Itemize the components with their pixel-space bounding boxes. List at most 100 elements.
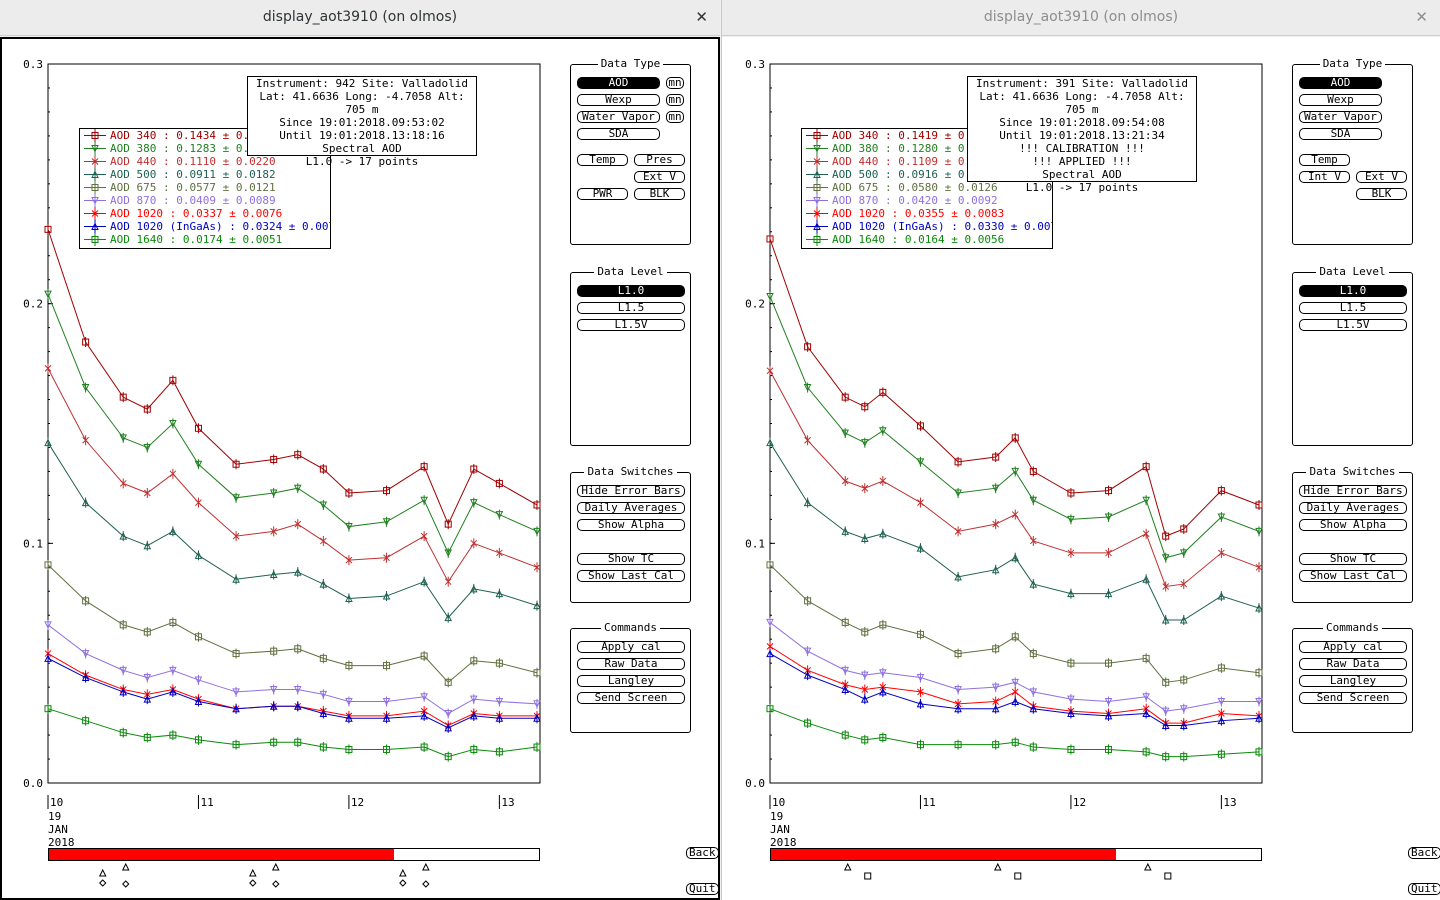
- level-l1-5v-button[interactable]: L1.5V: [577, 319, 685, 331]
- show-alpha-button[interactable]: Show Alpha: [577, 519, 685, 531]
- daily-averages-button[interactable]: Daily Averages: [577, 502, 685, 514]
- blk-button[interactable]: BLK: [1356, 188, 1407, 200]
- back-button[interactable]: Back: [686, 847, 719, 859]
- level-l1-5-button[interactable]: L1.5: [577, 302, 685, 314]
- data-point: [841, 666, 850, 675]
- legend-label: AOD 380 : 0.1283 ± 0.0: [110, 142, 256, 155]
- data-point: [495, 714, 504, 722]
- pwr-button[interactable]: PWR: [577, 188, 628, 200]
- data-point: [270, 647, 278, 655]
- send-screen-button[interactable]: Send Screen: [577, 692, 685, 704]
- aod-button[interactable]: AOD: [1299, 77, 1382, 89]
- show-alpha-button[interactable]: Show Alpha: [1299, 519, 1407, 531]
- apply-cal-button[interactable]: Apply cal: [1299, 641, 1407, 653]
- back-button[interactable]: Back: [1408, 847, 1440, 859]
- title-bar[interactable]: display_aot3910 (on olmos) ✕: [0, 0, 720, 36]
- data-point: [143, 733, 151, 741]
- raw-data-button[interactable]: Raw Data: [577, 658, 685, 670]
- time-progress-bar[interactable]: [770, 848, 1262, 861]
- data-point: [294, 645, 302, 653]
- hide-error-bars-button[interactable]: Hide Error Bars: [1299, 485, 1407, 497]
- data-point: [469, 584, 478, 593]
- legend-item: AOD 1640 : 0.0174 ± 0.0051: [80, 233, 330, 246]
- data-point: [495, 748, 503, 756]
- quit-button[interactable]: Quit: [686, 883, 719, 895]
- data-point: [319, 579, 328, 588]
- level-l1-5v-button[interactable]: L1.5V: [1299, 319, 1407, 331]
- data-point: [143, 694, 152, 703]
- window-left: display_aot3910 (on olmos) ✕ 0.0 0.1 0.2 0.…: [0, 0, 720, 900]
- apply-cal-button[interactable]: Apply cal: [577, 641, 685, 653]
- time-progress-bar[interactable]: [48, 848, 540, 861]
- panel-title-text: Data Type: [1319, 57, 1386, 70]
- mode-toggle-button[interactable]: mn: [666, 111, 684, 123]
- data-point: [444, 723, 453, 732]
- legend-label: AOD 675 : 0.0577 ± 0.0121: [110, 181, 276, 194]
- series-aod-870: [766, 617, 1263, 717]
- water-vapor-button[interactable]: Water Vapor: [1299, 111, 1382, 123]
- sda-button[interactable]: SDA: [577, 128, 660, 140]
- data-point: [1255, 748, 1263, 756]
- panel-data-level: Data Level L1.0 L1.5 L1.5V: [1292, 265, 1413, 446]
- raw-data-button[interactable]: Raw Data: [1299, 658, 1407, 670]
- show-tc-button[interactable]: Show TC: [577, 553, 685, 565]
- temp-button[interactable]: Temp: [1299, 154, 1350, 166]
- mode-toggle-button[interactable]: mn: [666, 77, 684, 89]
- data-point: [954, 686, 962, 694]
- x-tick-label: 10: [50, 796, 63, 809]
- legend-item: AOD 440 : 0.1110 ± 0.0220: [80, 155, 330, 168]
- title-bar[interactable]: display_aot3910 (on olmos) ✕: [722, 0, 1440, 36]
- panel-title-text: Commands: [601, 621, 660, 634]
- data-point: [1179, 615, 1188, 624]
- pres-button[interactable]: Pres: [634, 154, 685, 166]
- legend-item: AOD 675 : 0.0577 ± 0.0121: [80, 181, 330, 194]
- data-point: [143, 628, 151, 636]
- wexp-button[interactable]: Wexp: [577, 94, 660, 106]
- level-l1-5-button[interactable]: L1.5: [1299, 302, 1407, 314]
- ext-v-button[interactable]: Ext V: [1356, 171, 1407, 183]
- data-point: [1142, 463, 1150, 471]
- data-point: [916, 699, 925, 708]
- data-point: [1011, 678, 1020, 687]
- mode-toggle-button[interactable]: mn: [666, 94, 684, 106]
- data-point: [1011, 688, 1019, 696]
- aod-button[interactable]: AOD: [577, 77, 660, 89]
- langley-button[interactable]: Langley: [1299, 675, 1407, 687]
- blk-button[interactable]: BLK: [634, 188, 685, 200]
- data-point: [1255, 501, 1263, 509]
- legend-marker-icon: [84, 168, 106, 181]
- ext-v-button[interactable]: Ext V: [634, 171, 685, 183]
- send-screen-button[interactable]: Send Screen: [1299, 692, 1407, 704]
- wexp-button[interactable]: Wexp: [1299, 94, 1382, 106]
- panel-title: Data Level: [1293, 265, 1412, 278]
- show-last-cal-button[interactable]: Show Last Cal: [1299, 570, 1407, 582]
- series-line: [47, 564, 538, 684]
- data-point: [232, 650, 240, 658]
- level-l1-0-button[interactable]: L1.0: [1299, 285, 1407, 297]
- show-last-cal-button[interactable]: Show Last Cal: [577, 570, 685, 582]
- int-v-button[interactable]: Int V: [1299, 171, 1350, 183]
- legend-label: AOD 870 : 0.0420 ± 0.0092: [832, 194, 998, 207]
- langley-button[interactable]: Langley: [577, 675, 685, 687]
- show-tc-button[interactable]: Show TC: [1299, 553, 1407, 565]
- close-icon[interactable]: ✕: [695, 8, 708, 26]
- data-point: [841, 429, 850, 438]
- data-point: [269, 702, 278, 710]
- temp-button[interactable]: Temp: [577, 154, 628, 166]
- data-point: [766, 705, 774, 713]
- data-point: [119, 532, 128, 540]
- hide-error-bars-button[interactable]: Hide Error Bars: [577, 485, 685, 497]
- data-point: [861, 403, 869, 411]
- data-point: [879, 733, 887, 741]
- level-l1-0-button[interactable]: L1.0: [577, 285, 685, 297]
- sda-button[interactable]: SDA: [1299, 128, 1382, 140]
- water-vapor-button[interactable]: Water Vapor: [577, 111, 660, 123]
- data-point: [470, 657, 478, 665]
- close-icon[interactable]: ✕: [1415, 8, 1428, 26]
- data-point: [469, 499, 478, 507]
- panel-data-type: Data Type AOD Wexp Water Vapor SDA mn mn mn Temp…: [570, 57, 691, 245]
- y-tick-label: 0.0: [23, 777, 43, 790]
- data-point: [293, 702, 302, 710]
- quit-button[interactable]: Quit: [1408, 883, 1440, 895]
- daily-averages-button[interactable]: Daily Averages: [1299, 502, 1407, 514]
